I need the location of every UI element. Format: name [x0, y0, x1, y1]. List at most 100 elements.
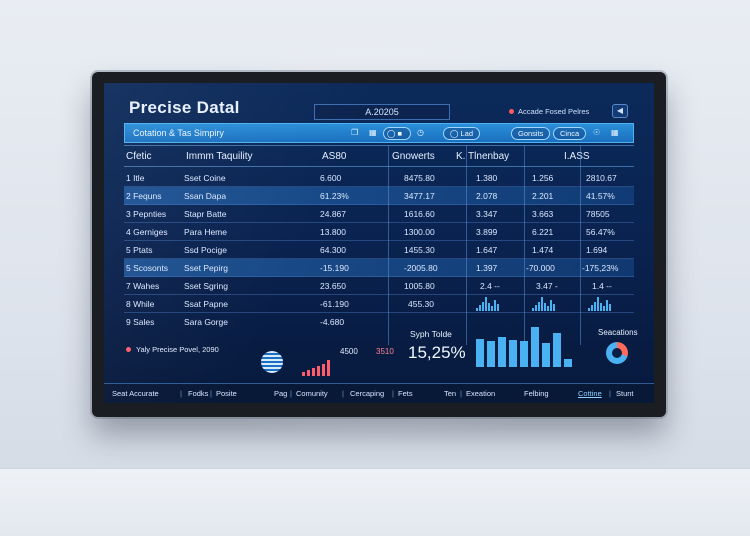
settings-toggle-icon[interactable]: ◯ ■	[383, 127, 411, 140]
col-header[interactable]: Gnowerts	[392, 151, 435, 162]
table-row[interactable]: 2 Fequns Ssan Dapa 61.23% 3477.17 2.078 …	[124, 187, 634, 205]
footer-item[interactable]: Fodks	[188, 389, 209, 398]
header-bar: Precise Datal A.20205 Accade Fosed Pelre…	[104, 83, 654, 123]
row-value: 1455.30	[404, 245, 435, 255]
row-value: 1.694	[586, 245, 608, 255]
row-value: 56.47%	[586, 227, 615, 237]
row-value: 1.397	[476, 263, 498, 273]
bar-mark	[491, 306, 493, 311]
table-row[interactable]: 3 Pepnties Stapr Batte 24.867 1616.60 3.…	[124, 205, 634, 223]
right-panel-title: Seacations	[598, 328, 638, 337]
footer-separator: |	[210, 389, 212, 398]
row-value: -4.680	[320, 317, 345, 327]
footer-item[interactable]: Stunt	[616, 389, 634, 398]
bar-mark	[600, 303, 602, 311]
table-row[interactable]: 5 Scosonts Sset Pepirg -15.190 -2005.80 …	[124, 259, 634, 277]
row-label: 7 Wahes	[126, 281, 160, 291]
shield-small-icon[interactable]: ☉	[593, 128, 601, 137]
bar-mark	[509, 340, 517, 367]
row-label: 9 Sales	[126, 317, 155, 327]
row-label: 2 Fequns	[126, 191, 162, 201]
column-divider	[580, 145, 581, 345]
shield-icon[interactable]: ◀	[612, 104, 628, 118]
row-label: 8 While	[126, 299, 155, 309]
gonsits-button[interactable]: Gonsits	[511, 127, 551, 140]
bar-mark	[494, 300, 496, 311]
row-label: 5 Ptats	[126, 245, 153, 255]
row-value: 1.256	[532, 173, 554, 183]
row-value: 13.800	[320, 227, 346, 237]
table-row[interactable]: 8 While Ssat Papne -61.190 455.30	[124, 295, 634, 313]
clock-icon[interactable]: ◷	[417, 128, 424, 137]
table-row[interactable]: 4 Gerniges Para Heme 13.800 1300.00 3.89…	[124, 223, 634, 241]
row-value: 3.663	[532, 209, 554, 219]
row-value: 3477.17	[404, 191, 435, 201]
status-dot-icon	[509, 109, 514, 114]
row-label: 3 Pepnties	[126, 209, 167, 219]
footer-bar: Seat Accurate | Fodks | Posite Pag | Com…	[104, 383, 654, 403]
footer-item[interactable]: Pag	[274, 389, 288, 398]
footer-item[interactable]: Posite	[216, 389, 237, 398]
col-header[interactable]: Immm Taquility	[186, 151, 253, 162]
footer-item[interactable]: Comunity	[296, 389, 328, 398]
footer-separator: |	[342, 389, 344, 398]
mini-bar-chart	[532, 297, 555, 311]
bar-mark	[550, 300, 552, 311]
bar-mark	[497, 304, 499, 311]
legend-dot-icon	[126, 347, 131, 352]
footer-item[interactable]: Cercaping	[350, 389, 385, 398]
row-name: Ssat Papne	[184, 299, 228, 309]
bar-mark	[487, 341, 495, 367]
cinca-button[interactable]: Cinca	[553, 127, 587, 140]
grid-icon[interactable]: ▦	[611, 128, 619, 137]
col-header[interactable]: I.ASS	[564, 151, 590, 162]
row-name: Sset Coine	[184, 173, 226, 183]
footer-separator: |	[392, 389, 394, 398]
dashboard-screen: Precise Datal A.20205 Accade Fosed Pelre…	[104, 83, 654, 403]
bar-mark	[542, 343, 550, 367]
row-value: 41.57%	[586, 191, 615, 201]
table-row[interactable]: 5 Ptats Ssd Pocige 64.300 1455.30 1.647 …	[124, 241, 634, 259]
load-button-label: Lad	[460, 129, 473, 138]
bar-mark	[327, 360, 330, 376]
footer-item-active[interactable]: Cottine	[578, 389, 602, 398]
bar-mark	[302, 372, 305, 376]
floor-surface	[0, 468, 750, 536]
footer-item[interactable]: Seat Accurate	[112, 389, 159, 398]
bar-mark	[498, 337, 506, 367]
bar-mark	[307, 370, 310, 376]
row-value: 3.347	[476, 209, 498, 219]
table-row[interactable]: 1 Itle Sset Coine 6.600 8475.80 1.380 1.…	[124, 169, 634, 187]
load-button[interactable]: ◯ Lad	[443, 127, 480, 140]
footer-item[interactable]: Fets	[398, 389, 413, 398]
bar-mark	[553, 333, 561, 367]
col-header[interactable]: AS80	[322, 151, 347, 162]
row-label: 4 Gerniges	[126, 227, 168, 237]
footer-item[interactable]: Ten	[444, 389, 457, 398]
col-header[interactable]: K. Tlnenbay	[456, 151, 510, 162]
footer-item[interactable]: Exeation	[466, 389, 496, 398]
row-value: -15.190	[320, 263, 349, 273]
row-value: 64.300	[320, 245, 346, 255]
col-header[interactable]: Cfetic	[126, 151, 152, 162]
row-value: 455.30	[408, 299, 434, 309]
bar-mark	[476, 339, 484, 367]
save-icon[interactable]: ▦	[369, 128, 377, 137]
bar-mark	[520, 341, 528, 367]
row-value: 3.47 -	[536, 281, 558, 291]
row-value: 1.647	[476, 245, 498, 255]
legend-row: Yaly Precise Povel, 2090	[126, 345, 219, 354]
bar-mark	[538, 302, 540, 311]
table-row[interactable]: 7 Wahes Sset Sgring 23.650 1005.80 2.4 -…	[124, 277, 634, 295]
row-name: Sset Pepirg	[184, 263, 228, 273]
row-value: 6.221	[532, 227, 554, 237]
footer-item[interactable]: Felbing	[524, 389, 549, 398]
table-row[interactable]: 9 Sales Sara Gorge -4.680	[124, 313, 634, 331]
copy-icon[interactable]: ❐	[351, 128, 359, 137]
row-value: 2.201	[532, 191, 554, 201]
bar-mark	[597, 297, 599, 311]
row-value: 1616.60	[404, 209, 435, 219]
bar-mark	[547, 306, 549, 311]
row-value: 61.23%	[320, 191, 349, 201]
header-value-field[interactable]: A.20205	[314, 104, 450, 120]
